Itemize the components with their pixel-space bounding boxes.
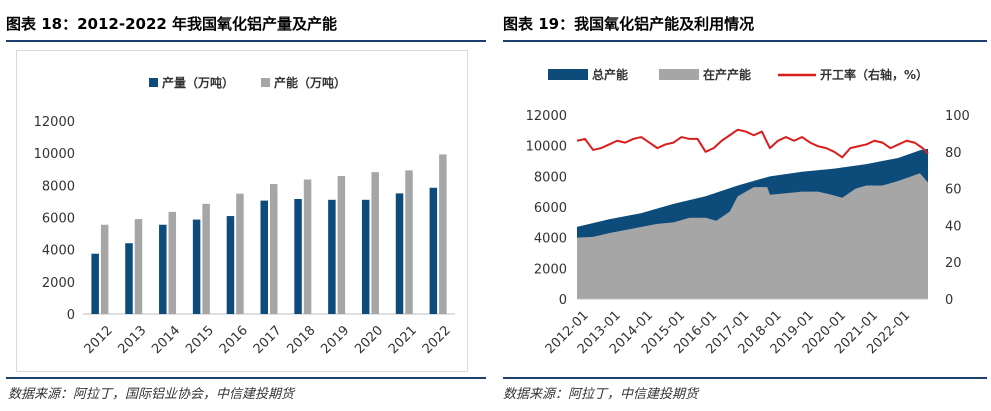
right-figure-title: 图表 19：我国氧化铝产能及利用情况 [503,15,755,33]
y-right-tick-label-0: 0 [945,293,953,308]
bar-capacity-2014 [168,211,177,314]
left-figure-panel: 图表 18：2012-2022 年我国氧化铝产量及产能 产量（万吨） 产能（万吨）… [0,0,490,411]
bar-capacity-2018 [303,179,312,314]
y-right-tick-label-3: 60 [945,183,962,198]
legend-label-1: 产量（万吨） [162,75,234,90]
bar-capacity-2013 [134,219,143,314]
x-tick-label-2018: 2018 [285,323,319,357]
y-tick-label-2: 4000 [42,244,75,259]
bar-production-2014 [159,224,167,314]
series-area-operating-capacity [577,173,928,299]
bar-production-2018 [294,199,302,314]
bar-capacity-2017 [270,184,278,314]
y-tick-label-4: 8000 [42,179,75,194]
x-tick-label-2016: 2016 [217,323,251,357]
x-tick-label-2012: 2012 [82,323,116,357]
y-left-tick-label-0: 0 [559,293,567,308]
y-left-tick-label-1: 2000 [534,262,567,277]
y-left-tick-label-4: 8000 [534,170,567,185]
y-tick-label-0: 0 [67,308,75,323]
y-right-tick-label-4: 80 [945,146,962,161]
bar-production-2022 [429,187,438,314]
legend-swatch-1 [149,78,158,87]
bar-production-2017 [260,200,268,314]
bar-capacity-2012 [100,224,109,314]
left-bottom-rule [6,377,486,379]
x-tick-label-2015: 2015 [183,323,217,357]
bar-production-2021 [395,193,404,314]
bar-chart: 产量（万吨） 产能（万吨） 0 2000 4000 6000 8000 10000 12000 2… [34,75,455,357]
bar-production-2012 [91,253,99,314]
right-figure-panel: 图表 19：我国氧化铝产能及利用情况 总产能 在产产能 开工率（右轴，%） 0 2000… [503,0,991,411]
x-tick-label-2014: 2014 [149,323,183,357]
right-source-note: 数据来源：阿拉丁，中信建投期货 [503,387,699,402]
legend-swatch-2 [659,69,699,80]
legend-label-1: 总产能 [592,67,628,82]
bar-production-2015 [192,219,201,314]
bar-production-2020 [361,199,370,314]
legend-label-3: 开工率（右轴，%） [820,67,928,82]
x-tick-label-2017: 2017 [251,323,285,357]
bar-capacity-2021 [405,170,413,314]
y-right-tick-label-1: 20 [945,256,962,271]
x-tick-label-2021: 2021 [386,323,420,357]
y-right-tick-label-5: 100 [945,109,970,124]
x-tick-label-2020: 2020 [352,323,386,357]
y-right-tick-label-2: 40 [945,219,962,234]
bar-production-2013 [125,243,133,314]
y-left-tick-label-2: 4000 [534,232,567,247]
y-tick-label-1: 2000 [42,276,75,291]
series-line-utilization [576,128,929,159]
bar-chart-frame: 产量（万吨） 产能（万吨） 0 2000 4000 6000 8000 10000 12000 2… [16,50,468,372]
x-tick-label-2019: 2019 [318,323,352,357]
bar-capacity-2019 [337,176,346,314]
left-source-note: 数据来源：阿拉丁，国际铝业协会，中信建投期货 [8,387,295,402]
bar-production-2019 [328,199,336,314]
y-left-tick-label-6: 12000 [526,109,567,124]
bar-capacity-2020 [371,172,379,314]
right-title-rule [503,40,987,42]
legend-label-2: 产能（万吨） [274,75,346,90]
legend-swatch-2 [261,78,270,87]
x-tick-label-2013: 2013 [115,323,149,357]
bar-capacity-2022 [439,154,447,314]
y-left-tick-label-3: 6000 [534,201,567,216]
bar-capacity-2015 [202,203,210,314]
y-tick-label-6: 12000 [34,115,75,130]
legend-swatch-1 [548,69,588,80]
left-figure-title: 图表 18：2012-2022 年我国氧化铝产量及产能 [6,15,338,33]
bar-production-2016 [226,216,235,314]
y-tick-label-5: 10000 [34,147,75,162]
area-chart: 总产能 在产产能 开工率（右轴，%） 0 2000 4000 6000 8000 10000 12… [526,67,970,357]
x-tick-label-2022: 2022 [420,323,454,357]
left-title-rule [6,40,486,42]
y-left-tick-label-5: 10000 [526,140,567,155]
bar-capacity-2016 [236,193,244,314]
legend-label-2: 在产产能 [703,67,751,82]
right-bottom-rule [503,377,987,379]
y-tick-label-3: 6000 [42,212,75,227]
